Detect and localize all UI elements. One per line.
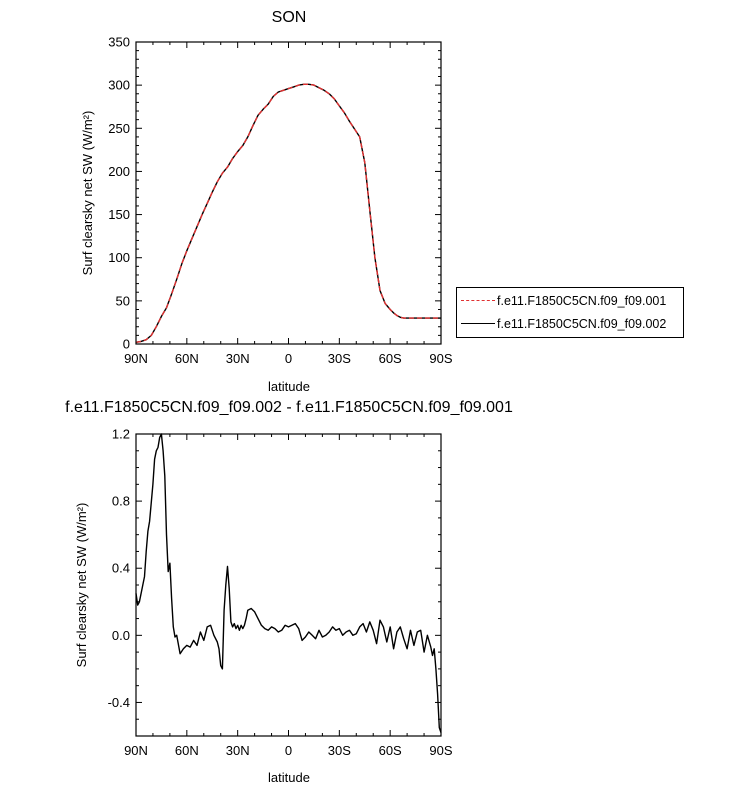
x-tick-label: 30S xyxy=(328,743,351,758)
bottom-chart-series xyxy=(135,433,442,733)
bottom-chart-ylabel: Surf clearsky net SW (W/m²) xyxy=(74,503,89,668)
top-chart-series xyxy=(135,83,441,343)
y-tick-label: 50 xyxy=(116,293,130,308)
y-tick-label: 300 xyxy=(108,78,130,93)
x-tick-label: 60S xyxy=(379,743,402,758)
legend-label-series-2: f.e11.F1850C5CN.f09_f09.002 xyxy=(497,317,667,331)
x-tick-label: 30N xyxy=(226,743,250,758)
y-tick-label: 0 xyxy=(123,337,130,352)
y-tick-label: 350 xyxy=(108,35,130,50)
y-tick-label: 150 xyxy=(108,207,130,222)
bottom-chart-title: f.e11.F1850C5CN.f09_f09.002 - f.e11.F185… xyxy=(65,399,513,416)
series-line-1 xyxy=(135,83,441,343)
x-tick-label: 90N xyxy=(124,351,148,366)
top-chart-title: SON xyxy=(272,9,307,26)
bottom-chart-ticks: 90N 60N 30N 0 30S 60S 90S -0.4 0.0 0.4 0.8 1.2 xyxy=(108,427,453,759)
legend-item-series-2: f.e11.F1850C5CN.f09_f09.002 xyxy=(457,313,685,335)
y-tick-label: 0.8 xyxy=(112,494,130,509)
top-chart-panel: SON 90N 60N 30N 0 30S 60S 90S 0 50 100 150 200 250 30… xyxy=(80,9,453,394)
bottom-chart-frame xyxy=(135,433,442,737)
top-chart-ylabel: Surf clearsky net SW (W/m²) xyxy=(80,111,95,276)
x-tick-label: 90S xyxy=(429,351,452,366)
x-tick-label: 0 xyxy=(285,351,292,366)
y-tick-label: 250 xyxy=(108,121,130,136)
top-chart-frame xyxy=(135,41,442,345)
x-tick-label: 30N xyxy=(226,351,250,366)
top-chart-legend: f.e11.F1850C5CN.f09_f09.001 f.e11.F1850C… xyxy=(456,287,684,338)
x-tick-label: 60N xyxy=(175,743,199,758)
top-chart-xlabel: latitude xyxy=(268,379,310,394)
y-tick-label: 200 xyxy=(108,164,130,179)
x-tick-label: 60N xyxy=(175,351,199,366)
series-line-1 xyxy=(135,433,442,733)
y-tick-label: 0.0 xyxy=(112,628,130,643)
x-tick-label: 0 xyxy=(285,743,292,758)
series-line-2 xyxy=(135,83,441,343)
y-tick-label: 0.4 xyxy=(112,561,130,576)
top-chart-ticks: 90N 60N 30N 0 30S 60S 90S 0 50 100 150 200 250 300 350 xyxy=(108,35,453,367)
x-tick-label: 90S xyxy=(429,743,452,758)
legend-solid-black-line xyxy=(461,323,495,324)
x-tick-label: 30S xyxy=(328,351,351,366)
bottom-chart-panel: f.e11.F1850C5CN.f09_f09.002 - f.e11.F185… xyxy=(65,399,513,785)
y-tick-label: 1.2 xyxy=(112,427,130,442)
x-tick-label: 90N xyxy=(124,743,148,758)
legend-label-series-1: f.e11.F1850C5CN.f09_f09.001 xyxy=(497,294,667,308)
bottom-chart-xlabel: latitude xyxy=(268,770,310,785)
y-tick-label: 100 xyxy=(108,250,130,265)
legend-item-series-1: f.e11.F1850C5CN.f09_f09.001 xyxy=(457,290,685,312)
legend-dashed-red-line xyxy=(461,300,495,301)
x-tick-label: 60S xyxy=(379,351,402,366)
y-tick-label: -0.4 xyxy=(108,695,130,710)
